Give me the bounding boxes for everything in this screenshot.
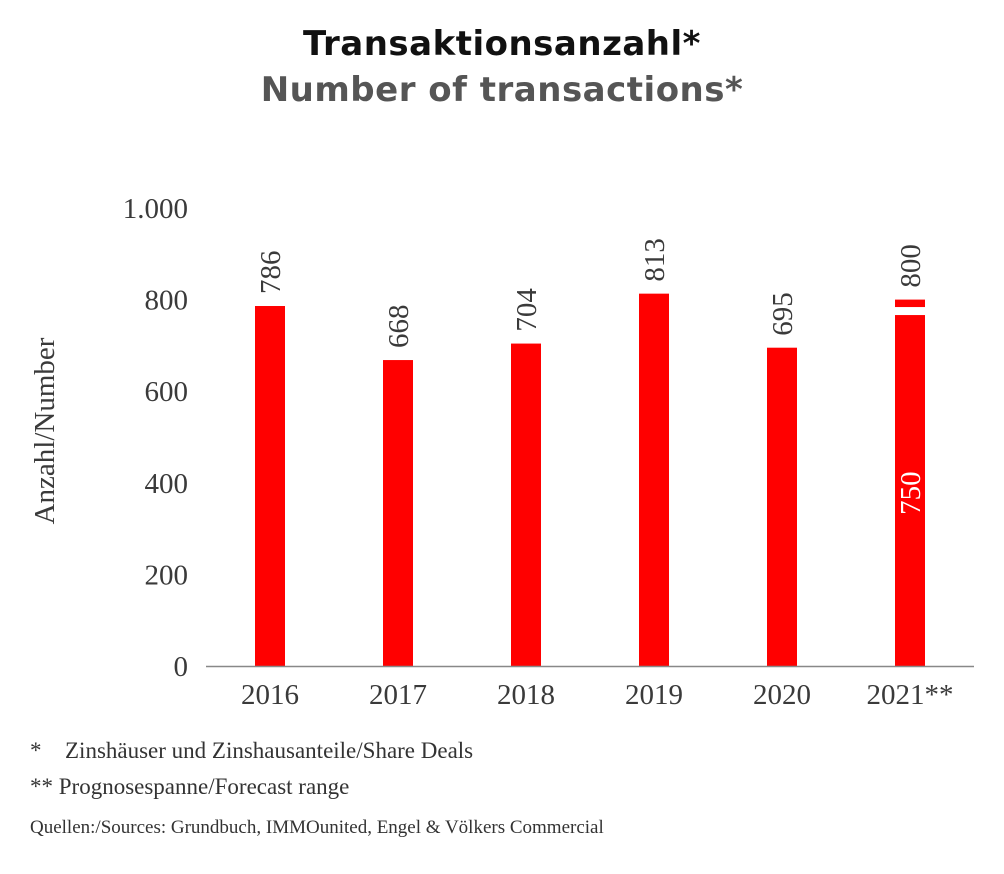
bar-value-label: 800 <box>895 244 927 288</box>
chart-title: Transaktionsanzahl* <box>303 24 701 64</box>
forecast-low-label: 750 <box>895 471 927 515</box>
footnote-2: ** Prognosespanne/Forecast range <box>30 774 349 800</box>
x-tick-label: 2018 <box>497 679 555 711</box>
y-tick-label: 1.000 <box>123 193 188 225</box>
y-tick-label: 400 <box>145 468 189 500</box>
bar-value-label: 695 <box>767 292 799 336</box>
title-block: Transaktionsanzahl* Number of transactio… <box>0 20 1004 112</box>
bar <box>767 347 797 666</box>
chart-subtitle: Number of transactions* <box>260 70 744 110</box>
bar <box>383 360 413 666</box>
x-tick-label: 2017 <box>369 679 427 711</box>
bar <box>639 293 669 666</box>
sources-note: Quellen:/Sources: Grundbuch, IMMOunited,… <box>30 817 604 838</box>
x-tick-label: 2019 <box>625 679 683 711</box>
x-tick-label: 2021** <box>867 679 954 711</box>
y-tick-label: 200 <box>145 559 189 591</box>
y-tick-label: 0 <box>174 651 189 683</box>
x-tick-label: 2020 <box>753 679 811 711</box>
footnote-1-text: Zinshäuser und Zinshausanteile/Share Dea… <box>65 738 474 763</box>
bar <box>895 299 925 666</box>
bar-value-label: 668 <box>383 305 415 349</box>
forecast-range-separator <box>894 307 926 316</box>
y-tick-label: 800 <box>145 285 189 317</box>
y-axis-title: Anzahl/Number <box>29 337 61 524</box>
bar-value-label: 786 <box>255 251 287 295</box>
x-tick-label: 2016 <box>241 679 299 711</box>
footnote-2-text: Prognosespanne/Forecast range <box>58 774 350 799</box>
footnote-1: * Zinshäuser und Zinshausanteile/Share De… <box>30 738 473 764</box>
footnote-2-mark: ** <box>30 774 53 799</box>
bar <box>255 306 285 666</box>
bar-value-label: 704 <box>511 288 543 332</box>
bar-value-label: 813 <box>639 238 671 282</box>
bar <box>511 343 541 666</box>
y-tick-label: 600 <box>145 376 189 408</box>
footnote-1-mark: * <box>30 738 42 763</box>
